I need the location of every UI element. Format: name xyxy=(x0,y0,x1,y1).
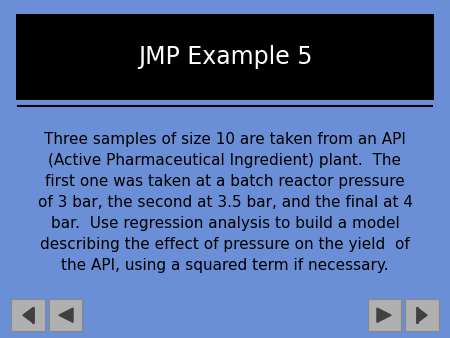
FancyBboxPatch shape xyxy=(368,299,401,331)
Polygon shape xyxy=(418,308,427,322)
Text: Three samples of size 10 are taken from an API
(Active Pharmaceutical Ingredient: Three samples of size 10 are taken from … xyxy=(37,132,413,273)
Polygon shape xyxy=(59,308,73,322)
Text: JMP Example 5: JMP Example 5 xyxy=(138,45,312,69)
FancyBboxPatch shape xyxy=(49,299,82,331)
Polygon shape xyxy=(377,308,391,322)
FancyBboxPatch shape xyxy=(405,299,439,331)
FancyBboxPatch shape xyxy=(11,299,45,331)
Polygon shape xyxy=(23,308,32,322)
FancyBboxPatch shape xyxy=(16,14,434,100)
